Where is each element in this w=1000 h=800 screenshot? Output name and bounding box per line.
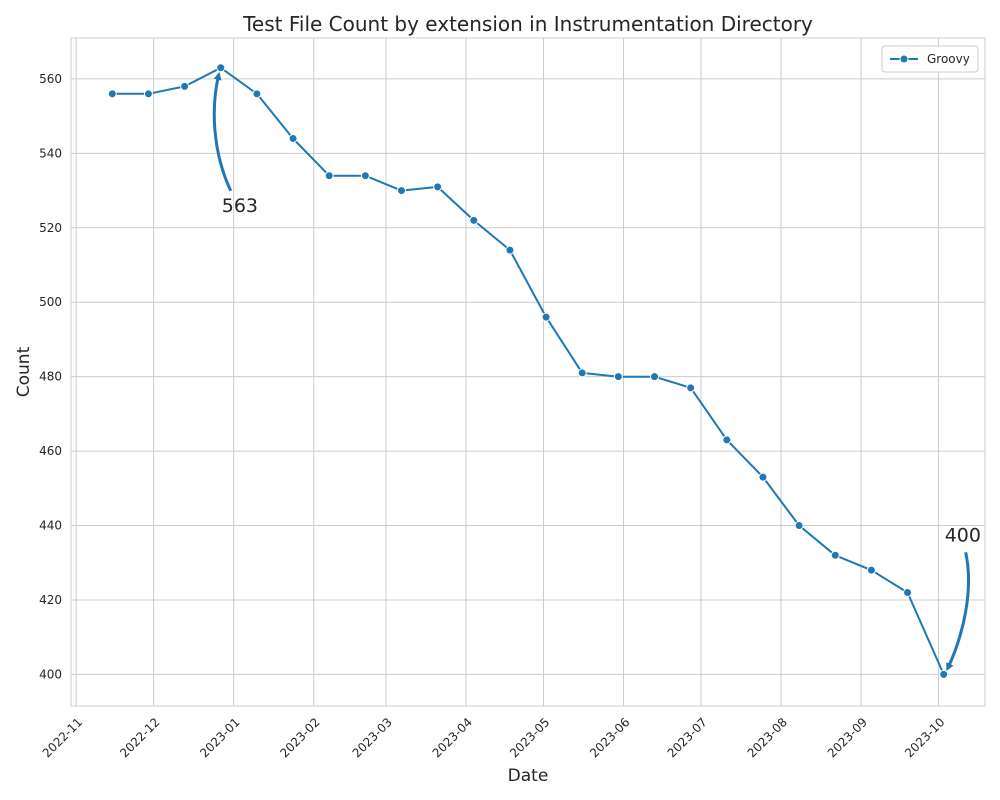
y-tick-label: 520: [39, 221, 62, 235]
annotation-arrow-final: [946, 552, 971, 672]
data-point: [360, 171, 370, 181]
x-tick-label: 2022-12: [117, 715, 162, 760]
x-tick-label: 2022-11: [40, 715, 85, 760]
x-tick-label: 2023-03: [350, 715, 395, 760]
legend-frame: [881, 45, 979, 73]
data-point: [650, 372, 660, 382]
data-point: [830, 550, 840, 560]
data-point: [180, 81, 190, 91]
data-point: [324, 171, 334, 181]
data-point: [216, 63, 226, 73]
data-point: [469, 215, 479, 225]
data-point: [866, 565, 876, 575]
data-point: [758, 472, 768, 482]
x-axis-ticks: 2022-11 2022-12 2023-01 2023-02 2023-03 2023-…: [40, 715, 948, 760]
y-tick-label: 420: [39, 593, 62, 607]
legend: Groovy: [881, 45, 979, 73]
data-point: [686, 383, 696, 393]
y-tick-label: 440: [39, 519, 62, 533]
plot-area: [70, 37, 986, 707]
y-tick-label: 540: [39, 146, 62, 160]
series-layer: [107, 63, 949, 679]
data-point: [396, 186, 406, 196]
annotation-label-final: 400: [945, 524, 981, 546]
y-tick-label: 560: [39, 72, 62, 86]
y-tick-label: 500: [39, 295, 62, 309]
data-point: [505, 245, 515, 255]
data-point: [143, 89, 153, 99]
x-tick-label: 2023-10: [902, 715, 947, 760]
x-tick-label: 2023-02: [277, 715, 322, 760]
series-line-groovy: [112, 66, 945, 675]
data-point: [252, 89, 262, 99]
y-tick-label: 460: [39, 444, 62, 458]
x-tick-label: 2023-08: [745, 715, 790, 760]
y-tick-label: 400: [39, 667, 62, 681]
data-point: [722, 435, 732, 445]
y-axis-label: Count: [14, 346, 34, 397]
x-tick-label: 2023-09: [825, 715, 870, 760]
data-point: [541, 312, 551, 322]
x-tick-label: 2023-05: [507, 715, 552, 760]
grid-lines: [71, 38, 985, 706]
annotation-label-peak: 563: [222, 195, 258, 217]
legend-label-groovy: Groovy: [927, 52, 970, 66]
data-point: [939, 669, 949, 679]
chart-title: Test File Count by extension in Instrume…: [242, 12, 813, 36]
legend-marker-groovy: [899, 54, 909, 64]
y-tick-label: 480: [39, 370, 62, 384]
annotation-layer: 563 400: [212, 71, 981, 672]
data-point: [903, 587, 913, 597]
x-axis-label: Date: [508, 766, 549, 786]
data-point: [794, 521, 804, 531]
data-point: [577, 368, 587, 378]
data-point: [613, 372, 623, 382]
data-point: [107, 89, 117, 99]
x-tick-label: 2023-06: [587, 715, 632, 760]
data-point: [288, 133, 298, 143]
data-point: [433, 182, 443, 192]
y-axis-ticks: 400 420 440 460 480 500 520 540 560: [39, 72, 62, 681]
x-tick-label: 2023-01: [197, 715, 242, 760]
annotation-arrow-peak: [212, 71, 233, 192]
x-tick-label: 2023-07: [665, 715, 710, 760]
x-tick-label: 2023-04: [430, 715, 475, 760]
